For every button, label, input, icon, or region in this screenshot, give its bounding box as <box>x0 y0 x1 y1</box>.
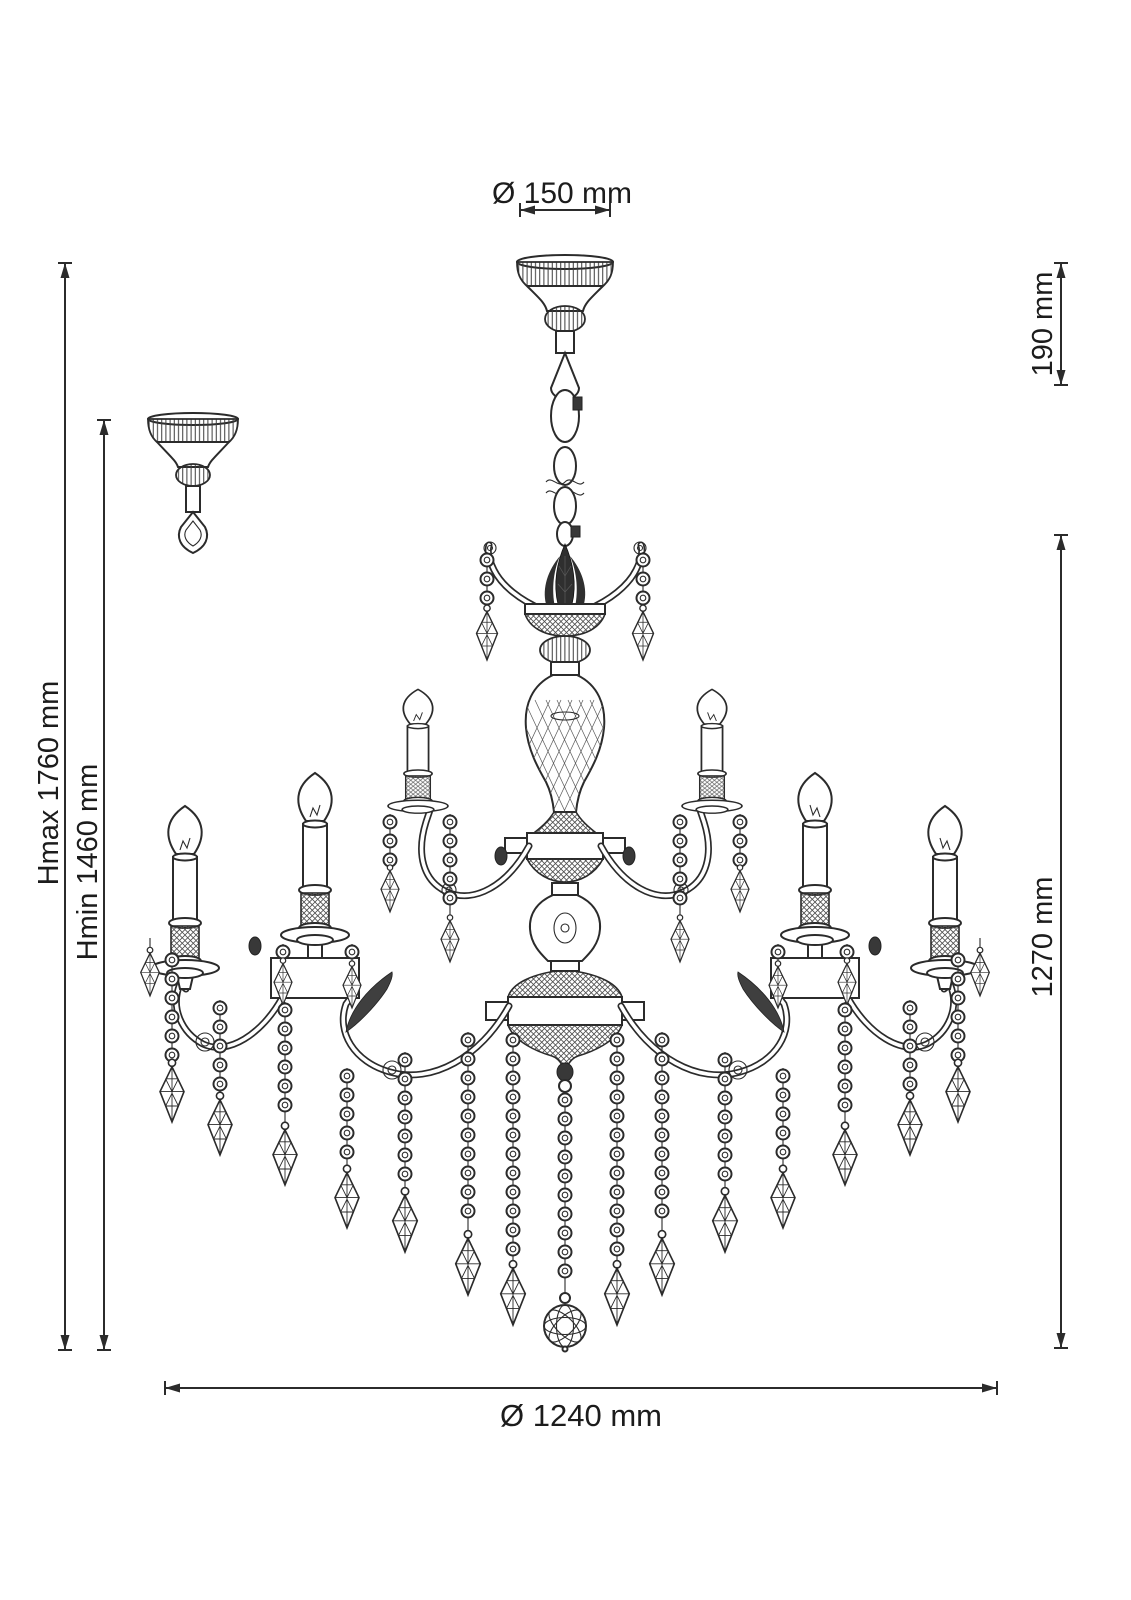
dimension-label-fixture-diameter: Ø 1240 mm <box>500 1398 662 1433</box>
crystal-bead-string <box>391 1052 419 1253</box>
crystal-bead-string <box>380 814 400 913</box>
crystal-bead-string <box>272 1002 298 1186</box>
crystal-bead-string <box>475 552 499 661</box>
crystal-bead-string <box>454 1032 482 1296</box>
crystal-bead-string <box>648 1032 676 1296</box>
crystal-bead-string <box>159 952 185 1123</box>
dimension-label-canopy-height: 190 mm <box>1027 272 1059 377</box>
crystal-bead-string <box>945 952 971 1123</box>
dimension-label-hmin: Hmin 1460 mm <box>72 764 104 961</box>
vase-element <box>528 894 602 962</box>
dimension-annotations: Ø 150 mm 190 mm Hmax 1760 mm Hmin 1460 m… <box>33 177 1068 1433</box>
crystal-bead-string <box>897 1000 923 1156</box>
suspension-chain <box>545 350 585 547</box>
bottom-crystal-ball <box>543 1292 587 1353</box>
chandelier-drawing <box>140 254 990 1353</box>
crystal-bead-string <box>342 944 362 1009</box>
baluster-body <box>524 674 606 813</box>
crystal-strings <box>140 552 990 1326</box>
hook <box>177 510 209 555</box>
crystal-bead-string <box>770 1068 796 1229</box>
dimension-label-hmax: Hmax 1760 mm <box>33 681 65 886</box>
crystal-bead-string <box>711 1052 739 1253</box>
crystal-bead-string <box>140 938 160 997</box>
crystal-bead-string <box>970 938 990 997</box>
dimension-label-canopy-diameter: Ø 150 mm <box>492 177 632 210</box>
crystal-bead-string <box>603 1032 631 1326</box>
crystal-bead-string <box>207 1000 233 1156</box>
crystal-bead-string <box>273 944 293 1006</box>
center-bead-column <box>557 1092 573 1296</box>
canopy-detail-view <box>147 412 239 555</box>
crystal-bead-string <box>334 1068 360 1229</box>
crystal-bead-string <box>440 814 460 963</box>
crystal-bead-string <box>832 1002 858 1186</box>
crystal-bead-string <box>837 944 857 1006</box>
dimension-label-fixture-height: 1270 mm <box>1027 877 1059 998</box>
crystal-bead-string <box>499 1032 527 1326</box>
top-finial-plume <box>544 543 586 615</box>
ceiling-canopy <box>516 254 614 354</box>
upper-hub-band <box>526 832 604 860</box>
lower-hub-band <box>507 996 623 1026</box>
crystal-bead-string <box>631 552 655 661</box>
crystal-bead-string <box>768 944 788 1009</box>
crystal-bead-string <box>670 814 690 963</box>
crystal-bead-string <box>730 814 750 913</box>
